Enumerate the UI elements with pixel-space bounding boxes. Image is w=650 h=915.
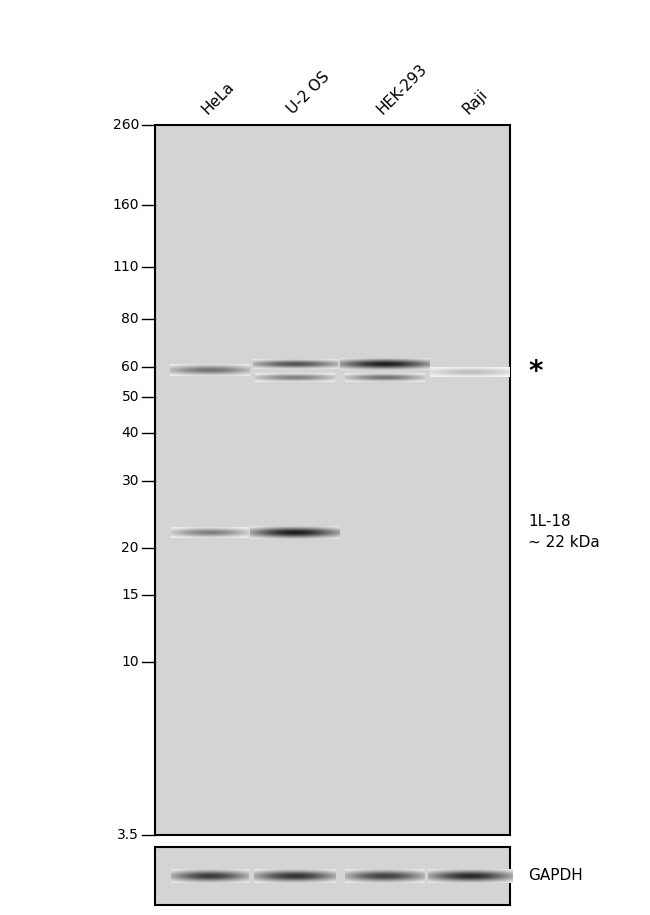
Text: 15: 15: [122, 588, 139, 602]
Text: Raji: Raji: [460, 87, 490, 117]
Text: 110: 110: [112, 260, 139, 274]
Text: HeLa: HeLa: [200, 79, 237, 117]
Bar: [155, 125, 510, 835]
Text: 160: 160: [112, 198, 139, 212]
Text: 260: 260: [112, 118, 139, 132]
Text: 60: 60: [122, 360, 139, 373]
Text: HEK-293: HEK-293: [374, 61, 430, 117]
Text: 20: 20: [122, 541, 139, 554]
Text: 1L-18
~ 22 kDa: 1L-18 ~ 22 kDa: [528, 514, 600, 550]
Text: 80: 80: [122, 312, 139, 327]
Text: 30: 30: [122, 474, 139, 488]
Text: U-2 OS: U-2 OS: [285, 69, 333, 117]
Text: 50: 50: [122, 390, 139, 404]
Bar: [155, 847, 510, 905]
Text: 3.5: 3.5: [117, 828, 139, 842]
Text: 40: 40: [122, 426, 139, 440]
Text: *: *: [528, 359, 543, 386]
Text: GAPDH: GAPDH: [528, 868, 583, 884]
Text: 10: 10: [122, 655, 139, 669]
